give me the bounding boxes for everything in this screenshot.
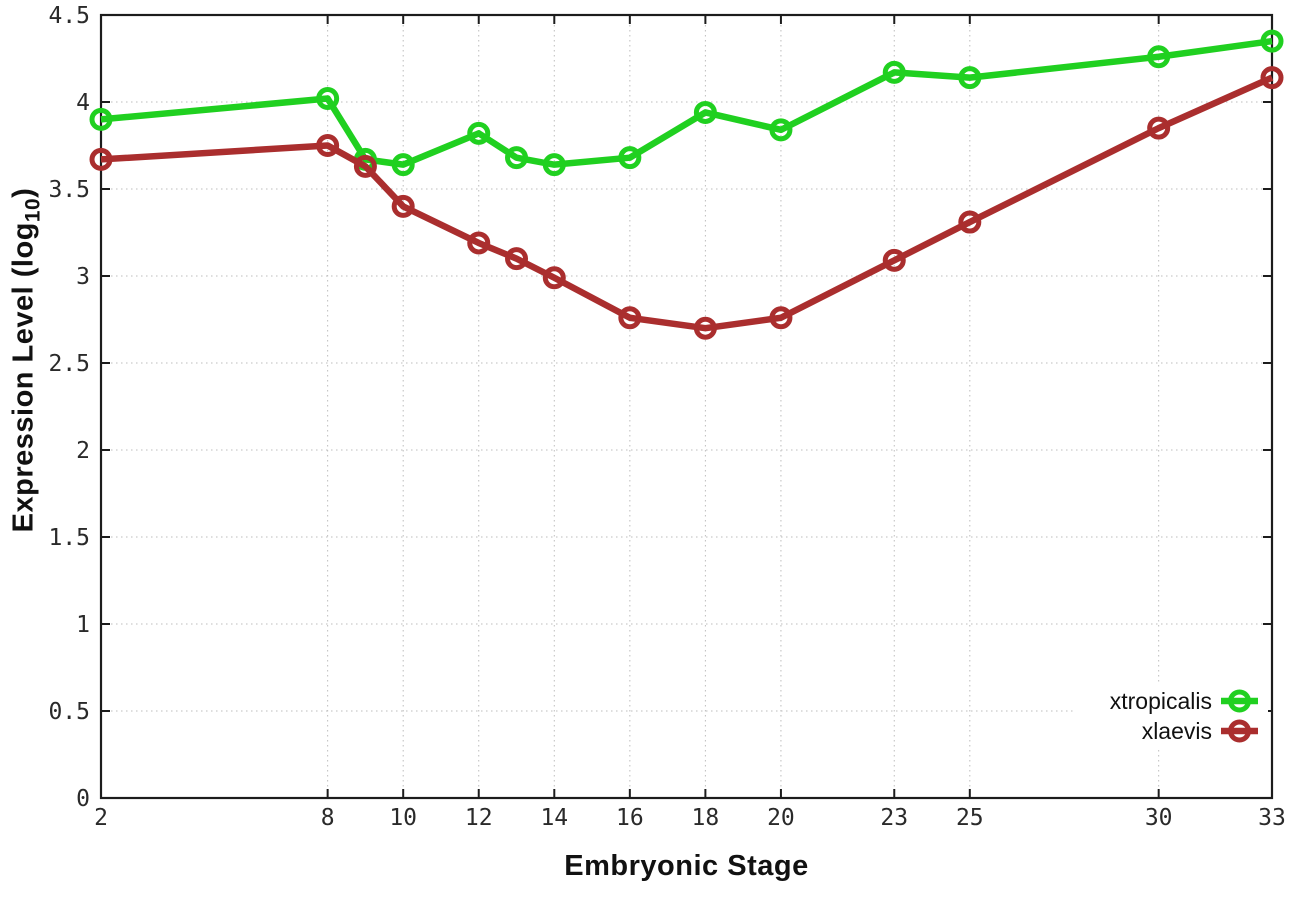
data-point-marker — [89, 107, 113, 131]
data-point-marker — [467, 121, 491, 145]
legend-marker-sample — [1228, 689, 1251, 713]
x-tick-label: 23 — [880, 805, 908, 831]
plot-border — [99, 13, 1274, 800]
x-tick-label: 20 — [767, 805, 795, 831]
legend-label: xlaevis — [1142, 718, 1212, 744]
y-tick-label: 2 — [76, 438, 90, 464]
legend-item-xlaevis: xlaevis — [1142, 718, 1258, 744]
series-xlaevis — [89, 66, 1284, 340]
legend-item-xtropicalis: xtropicalis — [1110, 688, 1258, 714]
y-tick-label: 0 — [76, 786, 90, 812]
y-axis-title-main: Expression Level (log — [7, 222, 40, 533]
data-point-marker — [505, 146, 529, 170]
data-point-marker — [391, 194, 415, 218]
legend: xtropicalis xlaevis — [1075, 683, 1268, 749]
data-point-marker — [89, 147, 113, 171]
data-point-marker — [618, 146, 642, 170]
data-point-marker — [882, 60, 906, 84]
y-tick-label: 4.5 — [48, 3, 90, 29]
x-tick-label: 33 — [1258, 805, 1286, 831]
data-point-marker — [769, 118, 793, 142]
data-point-marker — [618, 306, 642, 330]
y-tick-label: 2.5 — [48, 351, 90, 377]
data-point-marker — [958, 66, 982, 90]
y-axis-title: Expression Level (log10) — [2, 0, 46, 752]
x-tick-label: 12 — [465, 805, 493, 831]
x-tick-label: 10 — [389, 805, 417, 831]
data-point-marker — [316, 134, 340, 157]
y-tick-label: 3.5 — [48, 177, 90, 203]
data-point-marker — [882, 248, 906, 272]
data-point-marker — [391, 153, 415, 177]
legend-marker-sample — [1228, 719, 1251, 743]
y-axis-title-subscript: 10 — [21, 197, 45, 223]
legend-label: xtropicalis — [1110, 688, 1212, 714]
y-tick-label: 1.5 — [48, 525, 90, 551]
data-point-marker — [958, 210, 982, 234]
data-point-marker — [1260, 29, 1284, 53]
data-point-marker — [316, 87, 340, 111]
data-point-marker — [1147, 116, 1171, 140]
data-point-marker — [693, 100, 717, 124]
y-tick-label: 0.5 — [48, 699, 90, 725]
x-axis-title: Embryonic Stage — [564, 850, 809, 882]
x-tick-label: 25 — [956, 805, 984, 831]
data-point-marker — [467, 231, 491, 255]
x-tick-label: 30 — [1145, 805, 1173, 831]
x-tick-label: 14 — [540, 805, 568, 831]
x-tick-label: 16 — [616, 805, 644, 831]
x-tick-label: 8 — [321, 805, 335, 831]
data-point-marker — [542, 266, 566, 290]
y-tick-label: 1 — [76, 612, 90, 638]
data-point-marker — [769, 306, 793, 330]
data-point-marker — [1260, 66, 1284, 90]
data-point-marker — [353, 154, 377, 178]
x-tick-label: 18 — [692, 805, 720, 831]
series-line-xlaevis — [100, 74, 1274, 332]
data-point-marker — [505, 247, 529, 271]
y-axis-title-end: ) — [7, 187, 40, 198]
gridlines — [100, 14, 1273, 799]
y-tick-labels: 0 0.5 1 1.5 2 2.5 3 3.5 4 4.5 — [48, 3, 90, 812]
x-tick-label: 2 — [94, 805, 108, 831]
data-point-marker — [693, 316, 717, 340]
y-tick-label: 3 — [76, 264, 90, 290]
data-point-marker — [542, 153, 566, 177]
x-tick-labels: 2 8 10 12 14 16 18 20 23 25 30 33 — [94, 805, 1286, 831]
y-tick-label: 4 — [76, 90, 90, 116]
data-point-marker — [1147, 45, 1171, 69]
tick-marks — [100, 14, 1273, 799]
